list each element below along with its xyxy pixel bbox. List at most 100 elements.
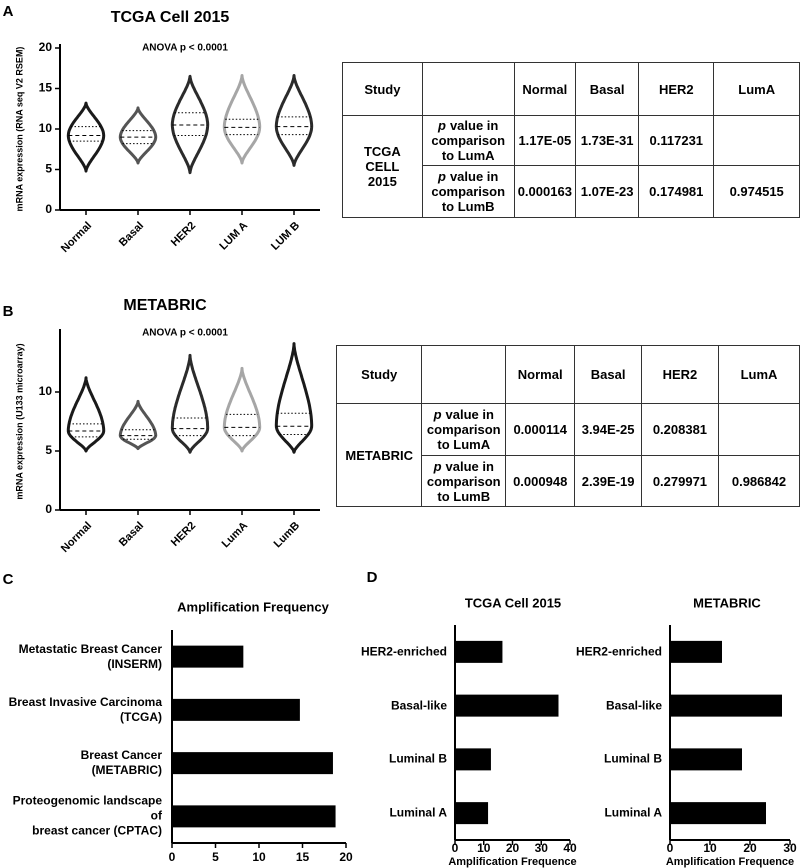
violin xyxy=(118,106,158,165)
p-value-cell xyxy=(717,403,800,456)
x-tick-label: LUM A xyxy=(217,220,250,253)
x-tick-label: 5 xyxy=(212,850,219,864)
violin xyxy=(170,74,210,175)
x-tick-label: 0 xyxy=(667,841,674,855)
x-axis-label: Amplification Frequence xyxy=(666,856,794,868)
y-tick-label: 15 xyxy=(39,81,53,95)
p-value-cell: 0.974515 xyxy=(713,165,800,218)
category-label: Basal-like xyxy=(390,698,447,713)
p-value-table: Study Normal Basal HER2 LumA TCGA CELL 2015 p v… xyxy=(342,62,800,218)
header-cell: Study xyxy=(342,62,423,116)
row-label-italic: p xyxy=(438,118,446,133)
p-value-cell: 0.000163 xyxy=(513,165,577,218)
x-tick-label: 30 xyxy=(783,841,797,855)
category-label: Luminal A xyxy=(389,805,447,820)
p-value-cell: 0.000114 xyxy=(505,403,576,456)
header-cell xyxy=(421,62,515,116)
row-label-text: value in comparison to LumA xyxy=(431,118,506,163)
category-label: Metastatic Breast Cancer (INSERM) xyxy=(18,641,162,671)
p-value-cell: 3.94E-25 xyxy=(574,403,642,456)
chart-title: METABRIC xyxy=(693,595,761,610)
category-label: Luminal B xyxy=(388,751,447,766)
x-tick-label: LUM B xyxy=(269,220,302,253)
header-row: Study Normal Basal HER2 LumA xyxy=(335,345,800,404)
bar xyxy=(670,640,722,663)
x-tick-label: Normal xyxy=(59,520,94,555)
header-cell: Basal xyxy=(574,345,642,404)
x-tick-label: 0 xyxy=(452,841,459,855)
violin xyxy=(66,376,106,453)
row-label-italic: p xyxy=(433,407,442,422)
y-tick-label: 0 xyxy=(45,202,52,216)
header-cell: Study xyxy=(335,345,423,404)
row-label: p value in comparison to LumA xyxy=(421,403,507,456)
violin xyxy=(274,74,314,167)
x-tick-label: 10 xyxy=(252,850,266,864)
x-tick-label: 0 xyxy=(169,850,176,864)
violin xyxy=(222,74,262,165)
chart-title: TCGA Cell 2015 xyxy=(465,595,561,610)
panel-letter: C xyxy=(3,571,14,588)
x-tick-label: 20 xyxy=(339,850,353,864)
x-tick-label: LumB xyxy=(272,520,303,551)
header-cell: Normal xyxy=(505,345,576,404)
row-label: p value in comparison to LumB xyxy=(421,165,515,218)
row-label-text: value in comparison to LumB xyxy=(426,458,501,504)
table-row: TCGA CELL 2015 p value in comparison to Lu… xyxy=(342,115,800,218)
violin xyxy=(66,101,106,173)
x-tick-label: 20 xyxy=(743,841,757,855)
table-row: METABRIC p value in comparison to LumA 0.00… xyxy=(335,403,800,507)
header-cell: HER2 xyxy=(640,345,719,404)
x-tick-label: Basal xyxy=(117,520,146,549)
row-label: p value in comparison to LumA xyxy=(421,115,515,166)
x-tick-label: Basal xyxy=(117,220,146,249)
p-value-cell: 1.73E-31 xyxy=(575,115,640,166)
p-value-cell: 0.000948 xyxy=(505,455,576,507)
p-value-cell: 1.07E-23 xyxy=(575,165,640,218)
bar xyxy=(172,805,336,828)
p-value-cell: 2.39E-19 xyxy=(574,455,642,507)
violin xyxy=(170,353,210,454)
category-label: Proteogenomic landscape of breast cancer… xyxy=(12,793,162,838)
x-tick-label: HER2 xyxy=(169,220,198,249)
y-tick-label: 5 xyxy=(45,443,52,457)
row-label-text: value in comparison to LumA xyxy=(426,407,501,452)
p-value-cell: 0.986842 xyxy=(717,455,800,507)
row-label-italic: p xyxy=(438,169,446,184)
category-label: HER2-enriched xyxy=(575,644,662,659)
category-label: Basal-like xyxy=(605,698,662,713)
y-tick-label: 10 xyxy=(39,121,53,135)
row-label-text: value in comparison to LumB xyxy=(431,169,506,214)
y-axis-label: mRNA expression (RNA seq V2 RSEM) xyxy=(14,47,24,212)
category-label: Breast Cancer (METABRIC) xyxy=(80,748,162,778)
bar xyxy=(455,802,489,825)
p-value-cell: 0.174981 xyxy=(638,165,715,218)
x-tick-label: 20 xyxy=(506,841,520,855)
bar xyxy=(670,748,742,771)
bar xyxy=(455,640,503,663)
header-cell: Normal xyxy=(513,62,577,116)
x-tick-label: 10 xyxy=(477,841,491,855)
annotation: ANOVA p < 0.0001 xyxy=(142,43,228,54)
x-tick-label: Normal xyxy=(59,220,94,255)
table-row: p value in comparison to LumB 0.000163 1.07… xyxy=(343,165,800,218)
panel-letter: B xyxy=(3,303,14,320)
p-value-cell xyxy=(713,115,800,166)
x-tick-label: 30 xyxy=(535,841,549,855)
table-row: p value in comparison to LumB 0.000948 2.39… xyxy=(337,455,800,507)
category-label: Luminal A xyxy=(604,805,662,820)
p-value-cell: 1.17E-05 xyxy=(513,115,577,166)
x-tick-label: 40 xyxy=(563,841,577,855)
y-tick-label: 10 xyxy=(39,384,53,398)
header-cell xyxy=(421,345,507,404)
x-tick-label: LumA xyxy=(220,520,251,551)
x-tick-label: 15 xyxy=(296,850,310,864)
header-cell: LumA xyxy=(717,345,800,404)
row-label-italic: p xyxy=(433,458,442,474)
bar xyxy=(172,752,333,775)
header-cell: LumA xyxy=(713,62,800,116)
violin xyxy=(222,366,262,453)
category-label: Luminal B xyxy=(603,751,662,766)
study-cell: TCGA CELL 2015 xyxy=(342,115,423,218)
